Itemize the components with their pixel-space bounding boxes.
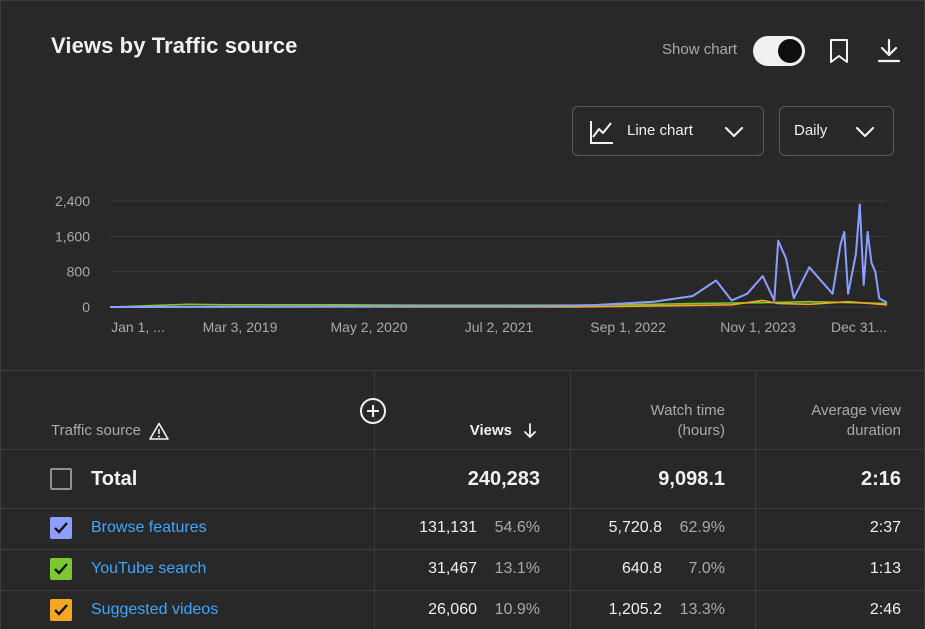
total-watch-time: 9,098.1 <box>658 468 725 490</box>
add-column-button[interactable] <box>359 397 387 425</box>
column-header-label: Traffic source <box>51 422 142 439</box>
column-divider <box>374 370 375 629</box>
checkmark-icon <box>54 522 68 534</box>
row-views-pct: 54.6% <box>494 519 540 536</box>
page-title: Views by Traffic source <box>51 33 298 58</box>
row-views: 131,131 <box>419 519 477 536</box>
row-watch-time: 5,720.8 <box>608 519 662 536</box>
column-header-traffic-source: Traffic source <box>51 421 169 441</box>
interval-dropdown[interactable]: Daily <box>779 106 894 156</box>
y-tick-label: 0 <box>82 299 90 315</box>
series-line-search <box>109 300 888 308</box>
table-top-divider <box>0 370 925 371</box>
y-tick-label: 1,600 <box>55 228 90 244</box>
chevron-down-icon <box>855 126 875 138</box>
warning-icon[interactable] <box>149 422 169 440</box>
interval-label: Daily <box>794 122 828 139</box>
total-checkbox[interactable] <box>50 468 72 490</box>
total-views: 240,283 <box>467 468 540 490</box>
show-chart-toggle[interactable] <box>753 36 805 66</box>
download-icon <box>877 38 901 63</box>
arrow-down-icon <box>524 423 536 438</box>
column-header-avg-duration[interactable]: Average view duration <box>811 401 901 441</box>
row-watch-pct: 7.0% <box>688 560 725 577</box>
column-header-label: duration <box>846 422 901 439</box>
column-header-watch-time[interactable]: Watch time (hours) <box>651 401 725 441</box>
x-tick-label: Nov 1, 2023 <box>720 319 796 335</box>
add-circle-icon <box>360 398 386 424</box>
row-checkbox[interactable] <box>50 558 72 580</box>
row-checkbox[interactable] <box>50 517 72 539</box>
total-label: Total <box>91 468 138 490</box>
chart-type-label: Line chart <box>627 122 693 139</box>
traffic-source-link[interactable]: YouTube search <box>91 560 207 577</box>
y-tick-label: 2,400 <box>55 193 90 209</box>
chart-type-dropdown[interactable]: Line chart <box>572 106 764 156</box>
y-tick-label: 800 <box>67 264 91 280</box>
total-divider <box>0 508 925 509</box>
column-header-label: (hours) <box>677 422 725 439</box>
toggle-knob <box>778 39 802 63</box>
series-line-suggested <box>110 299 888 308</box>
row-watch-pct: 62.9% <box>679 519 725 536</box>
column-header-label: Views <box>469 422 512 439</box>
row-views: 31,467 <box>428 560 477 577</box>
x-tick-label: Mar 3, 2019 <box>203 319 278 335</box>
series-line-browse <box>109 203 888 308</box>
total-avg-duration: 2:16 <box>860 468 901 490</box>
row-watch-pct: 13.3% <box>679 601 725 618</box>
line-chart-icon <box>590 121 613 144</box>
header-divider <box>0 449 925 450</box>
column-divider <box>755 370 756 629</box>
row-watch-time: 1,205.2 <box>608 601 662 618</box>
row-avg-duration: 2:46 <box>869 601 901 618</box>
column-header-views[interactable]: Views <box>470 421 538 441</box>
traffic-source-link[interactable]: Suggested videos <box>91 601 219 618</box>
row-views: 26,060 <box>428 601 477 618</box>
row-watch-time: 640.8 <box>621 560 662 577</box>
x-tick-label: Jul 2, 2021 <box>465 319 534 335</box>
checkmark-icon <box>54 604 68 616</box>
checkmark-icon <box>54 563 68 575</box>
row-divider <box>0 590 925 591</box>
column-header-label: Watch time <box>650 402 725 419</box>
column-divider <box>570 370 571 629</box>
row-views-pct: 13.1% <box>494 560 540 577</box>
traffic-source-link[interactable]: Browse features <box>91 519 207 536</box>
row-avg-duration: 2:37 <box>869 519 901 536</box>
bookmark-icon <box>830 39 848 63</box>
column-header-label: Average view <box>811 402 901 419</box>
show-chart-label: Show chart <box>662 41 738 58</box>
row-divider <box>0 549 925 550</box>
traffic-line-chart: 2,400 1,600 800 0 Jan 1, ... Mar 3, 2019 May 2… <box>55 193 888 335</box>
row-views-pct: 10.9% <box>494 601 540 618</box>
x-tick-label: Jan 1, ... <box>111 319 165 335</box>
x-tick-label: Sep 1, 2022 <box>590 319 666 335</box>
row-avg-duration: 1:13 <box>869 560 901 577</box>
bookmark-button[interactable] <box>825 36 855 66</box>
x-tick-label: May 2, 2020 <box>330 319 407 335</box>
download-button[interactable] <box>874 36 904 66</box>
chevron-down-icon <box>724 126 744 138</box>
row-checkbox[interactable] <box>50 599 72 621</box>
x-tick-label: Dec 31... <box>831 319 887 335</box>
